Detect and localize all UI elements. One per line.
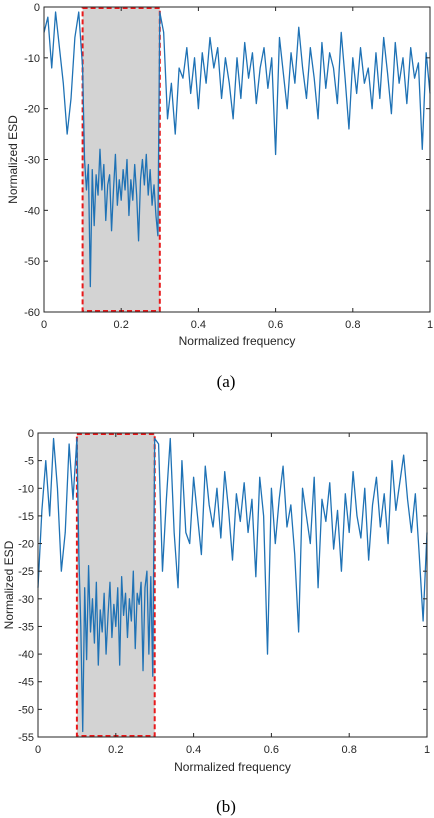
chart-b-xtick-label: 0.6 [264,744,279,756]
chart-b-ytick-label: -10 [18,483,34,495]
chart-b-ytick-label: -35 [18,621,34,633]
chart-a-ytick-label: 0 [34,2,40,14]
chart-b-ytick-label: 0 [28,428,34,440]
chart-a-xtick-label: 0.4 [191,319,206,331]
chart-b-xtick-label: 0.8 [342,744,357,756]
chart-a-xlabel: Normalized frequency [179,334,296,348]
chart-a-band [82,7,160,312]
chart-a-ylabel: Normalized ESD [6,115,20,204]
chart-b-ticks: 0 0.2 0.4 0.6 0.8 1 0 -5 -10 -15 -20 -25 -30 -35 -40 -4… [18,428,430,756]
chart-b-plot-frame [37,432,428,738]
chart-b-ytick-label: -30 [18,594,34,606]
chart-b: 0 0.2 0.4 0.6 0.8 1 0 -5 -10 -15 -20 -25 -30 -35 -40 -4… [2,428,430,816]
chart-a-xtick-label: 0.6 [268,319,283,331]
chart-a-ytick-label: -40 [24,205,40,217]
chart-b-ytick-label: -5 [24,456,34,468]
chart-a-ytick-label: -20 [24,104,40,116]
chart-a-xtick-label: 0.2 [114,319,129,331]
chart-b-ytick-label: -15 [18,511,34,523]
chart-b-xtick-label: 1 [424,744,430,756]
chart-a-ytick-label: -10 [24,53,40,65]
chart-b-ytick-label: -50 [18,704,34,716]
chart-a-xtick-label: 1 [427,319,433,331]
chart-a-ytick-label: -30 [24,155,40,167]
chart-b-caption: (b) [216,797,236,816]
chart-b-xtick-label: 0.4 [186,744,201,756]
chart-b-xtick-label: 0.2 [108,744,123,756]
chart-a-ytick-label: -60 [24,307,40,319]
chart-b-ytick-label: -55 [18,732,34,744]
chart-a: 0 0.2 0.4 0.6 0.8 1 0 -10 -20 -30 -40 -50 -60 Normal… [6,2,433,391]
chart-b-series-line [37,437,428,733]
chart-a-xtick-label: 0.8 [345,319,360,331]
chart-b-ytick-label: -25 [18,566,34,578]
chart-a-caption: (a) [217,372,236,391]
chart-a-series-line [43,11,431,288]
chart-a-ytick-label: -50 [24,256,40,268]
chart-b-ytick-label: -20 [18,539,34,551]
chart-b-ylabel: Normalized ESD [2,540,16,629]
chart-b-ytick-label: -45 [18,677,34,689]
chart-b-ytick-label: -40 [18,649,34,661]
chart-b-xlabel: Normalized frequency [174,760,291,774]
chart-a-ticks: 0 0.2 0.4 0.6 0.8 1 0 -10 -20 -30 -40 -50 -60 [24,2,433,331]
chart-a-xtick-label: 0 [41,319,47,331]
chart-b-xtick-label: 0 [35,744,41,756]
